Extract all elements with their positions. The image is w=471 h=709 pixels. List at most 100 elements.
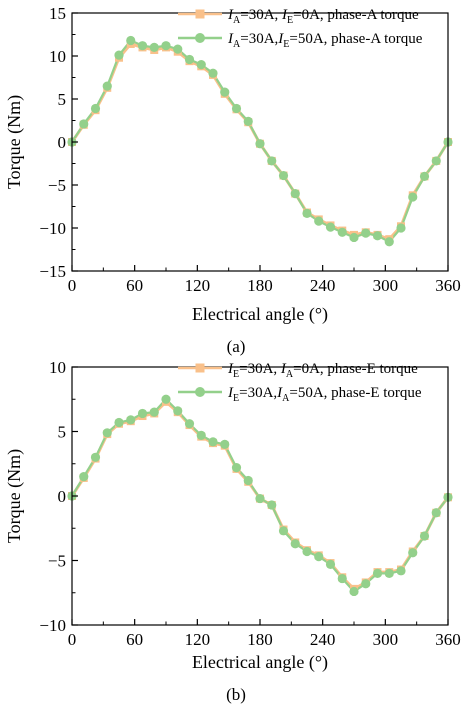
panel-a-series-2-point xyxy=(372,231,383,241)
panel-a-series-2-point xyxy=(384,237,394,247)
panel-b-y-axis-title: Torque (Nm) xyxy=(4,449,25,543)
panel-a-series-2-point xyxy=(173,44,183,54)
panel-b-legend-2-s2: A xyxy=(282,393,290,404)
panel-a: 0 60 120 180 240 300 360 −15 −10 −5 0 5 10 15 Torque … xyxy=(4,4,461,356)
panel-a-series-2-point xyxy=(137,41,148,51)
panel-b-legend-1-s1: E xyxy=(233,369,239,380)
panel-a-series-2-point xyxy=(431,156,441,166)
panel-a-series-layer xyxy=(67,35,453,247)
panel-b-series-2-point xyxy=(337,573,347,584)
panel-a-series-2-point xyxy=(149,42,159,53)
panel-a-y-axis-title: Torque (Nm) xyxy=(4,95,25,189)
panel-a-legend-2-t1: =30A, xyxy=(240,31,278,47)
panel-a-series-2-point xyxy=(79,119,89,129)
panel-a-legend-2-s1: A xyxy=(233,39,241,50)
panel-b-y-tick-label: 5 xyxy=(58,423,67,442)
panel-b-series-2-point xyxy=(267,500,277,510)
panel-a-y-tick-label: −5 xyxy=(48,176,66,195)
panel-b-series-2-point xyxy=(208,437,218,447)
panel-a-legend-marker-1 xyxy=(195,9,205,19)
panel-b-y-tick-label: −5 xyxy=(48,552,66,571)
panel-b-x-tick-label: 180 xyxy=(247,630,273,649)
panel-a-series-2-point xyxy=(337,227,347,237)
panel-b-label: (b) xyxy=(226,685,246,704)
panel-a-series-2-point xyxy=(267,156,277,166)
panel-b-x-tick-label: 240 xyxy=(310,630,336,649)
panel-a-legend-1-s2: E xyxy=(287,15,293,26)
panel-a-series-2-point xyxy=(208,68,218,78)
panel-a-series-2-point xyxy=(419,171,430,181)
panel-a-series-2-point xyxy=(102,81,112,91)
panel-b-x-tick-label: 0 xyxy=(68,630,77,649)
panel-b-ticks-layer: 0 60 120 180 240 300 360 −10 −5 0 5 10 xyxy=(39,358,460,649)
panel-b-series-2-point xyxy=(290,539,300,549)
panel-b-series-2-point xyxy=(126,415,136,425)
panel-a-series-2-point xyxy=(314,216,324,226)
panel-a-legend-1-i2: I xyxy=(281,7,288,23)
panel-b-series-2-point xyxy=(79,472,89,482)
panel-b-series-2-point xyxy=(243,475,253,486)
panel-a-legend-entry-1: IA=30A, IE=0A, phase-A torque xyxy=(178,7,419,26)
panel-a-series-2-point xyxy=(114,50,124,60)
panel-a-series-2-point xyxy=(255,139,265,149)
panel-b-series-2-point xyxy=(196,430,206,440)
panel-a-legend-2-i1: I xyxy=(227,31,234,47)
panel-a-legend-text-1: IA=30A, IE=0A, phase-A torque xyxy=(227,7,419,26)
panel-b-series-2-point xyxy=(220,439,230,449)
panel-b-series-2-point xyxy=(314,552,324,562)
panel-b-series-2-point xyxy=(419,531,430,541)
panel-b-legend-2-s1: E xyxy=(233,393,239,404)
panel-b-series-2-point xyxy=(90,452,101,462)
panel-b-series-2-point xyxy=(278,526,289,536)
panel-b-legend-2-i2: I xyxy=(276,385,283,401)
panel-a-x-tick-label: 60 xyxy=(126,276,143,295)
panel-a-series-2-point xyxy=(220,87,230,97)
panel-a-legend-entry-2: IA=30A,IE=50A, phase-A torque xyxy=(178,31,423,50)
panel-a-label: (a) xyxy=(227,337,246,356)
panel-a-y-tick-label: 15 xyxy=(49,4,66,23)
panel-b-y-tick-label: 10 xyxy=(49,358,66,377)
panel-a-x-tick-label: 360 xyxy=(435,276,461,295)
panel-b-x-tick-label: 120 xyxy=(185,630,211,649)
panel-a-series-2-point xyxy=(396,223,406,233)
panel-b-legend-2-t2: =50A, phase-E torque xyxy=(289,385,422,401)
panel-b-legend-1-t1: =30A, xyxy=(239,361,281,377)
panel-b-series-2-point xyxy=(137,408,148,419)
panel-b-series-2-point xyxy=(173,406,183,416)
panel-b-legend-entry-2: IE=30A,IA=50A, phase-E torque xyxy=(178,385,422,404)
panel-b-legend-1-i1: I xyxy=(227,361,234,377)
panel-a-series-2-point xyxy=(90,103,101,114)
panel-b-legend-1-t2: =0A, phase-E torque xyxy=(293,361,418,377)
panel-b-legend-entry-1: IE=30A, IA=0A, phase-E torque xyxy=(178,361,418,380)
panel-b-y-tick-label: −10 xyxy=(39,616,66,635)
panel-b-x-tick-label: 60 xyxy=(126,630,143,649)
panel-b-series-2-point xyxy=(431,508,441,518)
panel-a-x-tick-label: 0 xyxy=(68,276,77,295)
panel-b-series-2-point xyxy=(361,579,371,589)
panel-b-legend-marker-2 xyxy=(195,387,205,397)
panel-a-y-tick-label: 5 xyxy=(58,90,67,109)
panel-b-series-2-point xyxy=(184,419,195,429)
panel-a-legend-marker-2 xyxy=(195,33,205,43)
panel-a-x-tick-label: 240 xyxy=(310,276,336,295)
panel-a-x-axis-title: Electrical angle (°) xyxy=(192,304,328,325)
panel-a-legend-1-t1: =30A, xyxy=(240,7,282,23)
panel-b-legend-2-t1: =30A, xyxy=(239,385,277,401)
panel-a-series-2-point xyxy=(325,222,336,232)
panel-b-legend: IE=30A, IA=0A, phase-E torque IE=30A,IA=… xyxy=(178,361,422,404)
panel-b-series-2-point xyxy=(372,568,383,579)
panel-b-series-2-point xyxy=(349,586,359,597)
panel-b-series-layer xyxy=(67,394,453,597)
panel-b-legend-text-1: IE=30A, IA=0A, phase-E torque xyxy=(227,361,418,380)
panel-b-series-2-point xyxy=(231,463,242,473)
panel-a-legend-1-i1: I xyxy=(227,7,234,23)
panel-a-series-2-point xyxy=(243,116,253,126)
panel-a-legend-1-s1: A xyxy=(233,15,241,26)
panel-a-y-tick-label: 10 xyxy=(49,47,66,66)
panel-b-series-2-point xyxy=(408,548,418,558)
panel-b-x-axis-title: Electrical angle (°) xyxy=(192,652,328,673)
panel-a-series-2-point xyxy=(349,232,359,243)
panel-a-series-2-point xyxy=(278,170,289,181)
